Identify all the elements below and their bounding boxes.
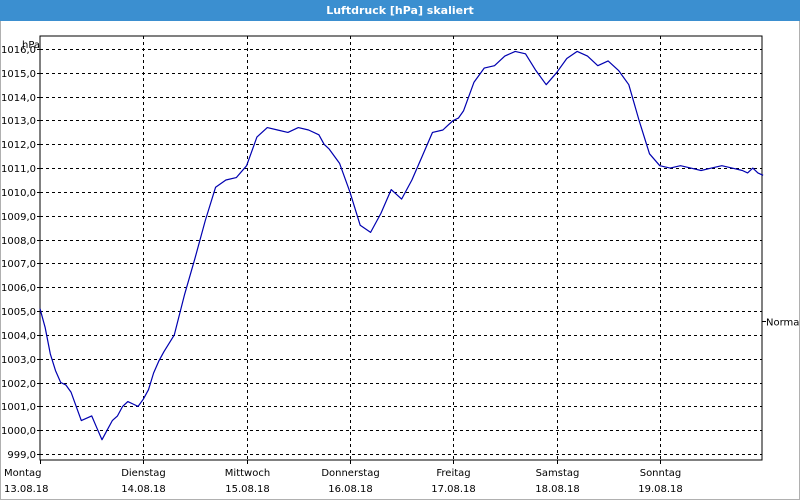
y-tick-label: 1012,0 [1, 140, 36, 151]
y-tick-label: 1010,0 [1, 188, 36, 199]
y-tick-label: 1008,0 [1, 236, 36, 247]
y-tick-label: 1013,0 [1, 116, 36, 127]
x-tick-day: Dienstag [121, 468, 166, 479]
x-tick-date: 18.08.18 [535, 484, 580, 495]
x-tick-day: Donnerstag [321, 468, 379, 479]
series-line-luftdruck [39, 50, 764, 441]
y-tick-label: 1006,0 [1, 283, 36, 294]
x-tick-date: 15.08.18 [225, 484, 270, 495]
y-tick-label: 1007,0 [1, 259, 36, 270]
y-tick-label: 1015,0 [1, 69, 36, 80]
x-tick-day: Montag [4, 468, 41, 479]
y-tick-label: 1003,0 [1, 355, 36, 366]
x-tick-day: Freitag [436, 468, 470, 479]
y-tick-label: 1009,0 [1, 212, 36, 223]
chart-title-bar: Luftdruck [hPa] skaliert [0, 0, 800, 21]
plot-frame [39, 35, 763, 461]
x-tick-date: 13.08.18 [4, 484, 49, 495]
x-tick-day: Mittwoch [225, 468, 270, 479]
y-tick-label: 1014,0 [1, 93, 36, 104]
x-tick-day: Sonntag [640, 468, 682, 479]
y-tick-label: 1002,0 [1, 379, 36, 390]
series-group [39, 50, 764, 441]
y-tick-label: 1005,0 [1, 307, 36, 318]
x-tick-date: 16.08.18 [328, 484, 373, 495]
x-tick-date: 14.08.18 [121, 484, 166, 495]
y-tick-label: 1001,0 [1, 402, 36, 413]
y-tick-label: 1016,0 [1, 45, 36, 56]
x-axis: Montag 13.08.18 Dienstag 14.08.18 Mittwoch 15… [4, 460, 683, 495]
reference-marker: Normal [762, 318, 800, 329]
y-tick-label: 1011,0 [1, 164, 36, 175]
y-axis-unit-label: hPa [22, 40, 40, 51]
y-tick-label: 1000,0 [1, 426, 36, 437]
x-tick-day: Samstag [536, 468, 580, 479]
grid-lines [39, 35, 763, 461]
y-tick-label: 1004,0 [1, 331, 36, 342]
x-tick-date: 17.08.18 [431, 484, 476, 495]
y-tick-label: 999,0 [7, 450, 36, 461]
chart-title: Luftdruck [hPa] skaliert [326, 4, 474, 17]
normal-label: Normal [766, 318, 800, 329]
y-axis: hPa 999,0 1000,0 1001,0 1002,0 1003,0 1004,0 1… [1, 40, 40, 461]
x-tick-date: 19.08.18 [638, 484, 683, 495]
